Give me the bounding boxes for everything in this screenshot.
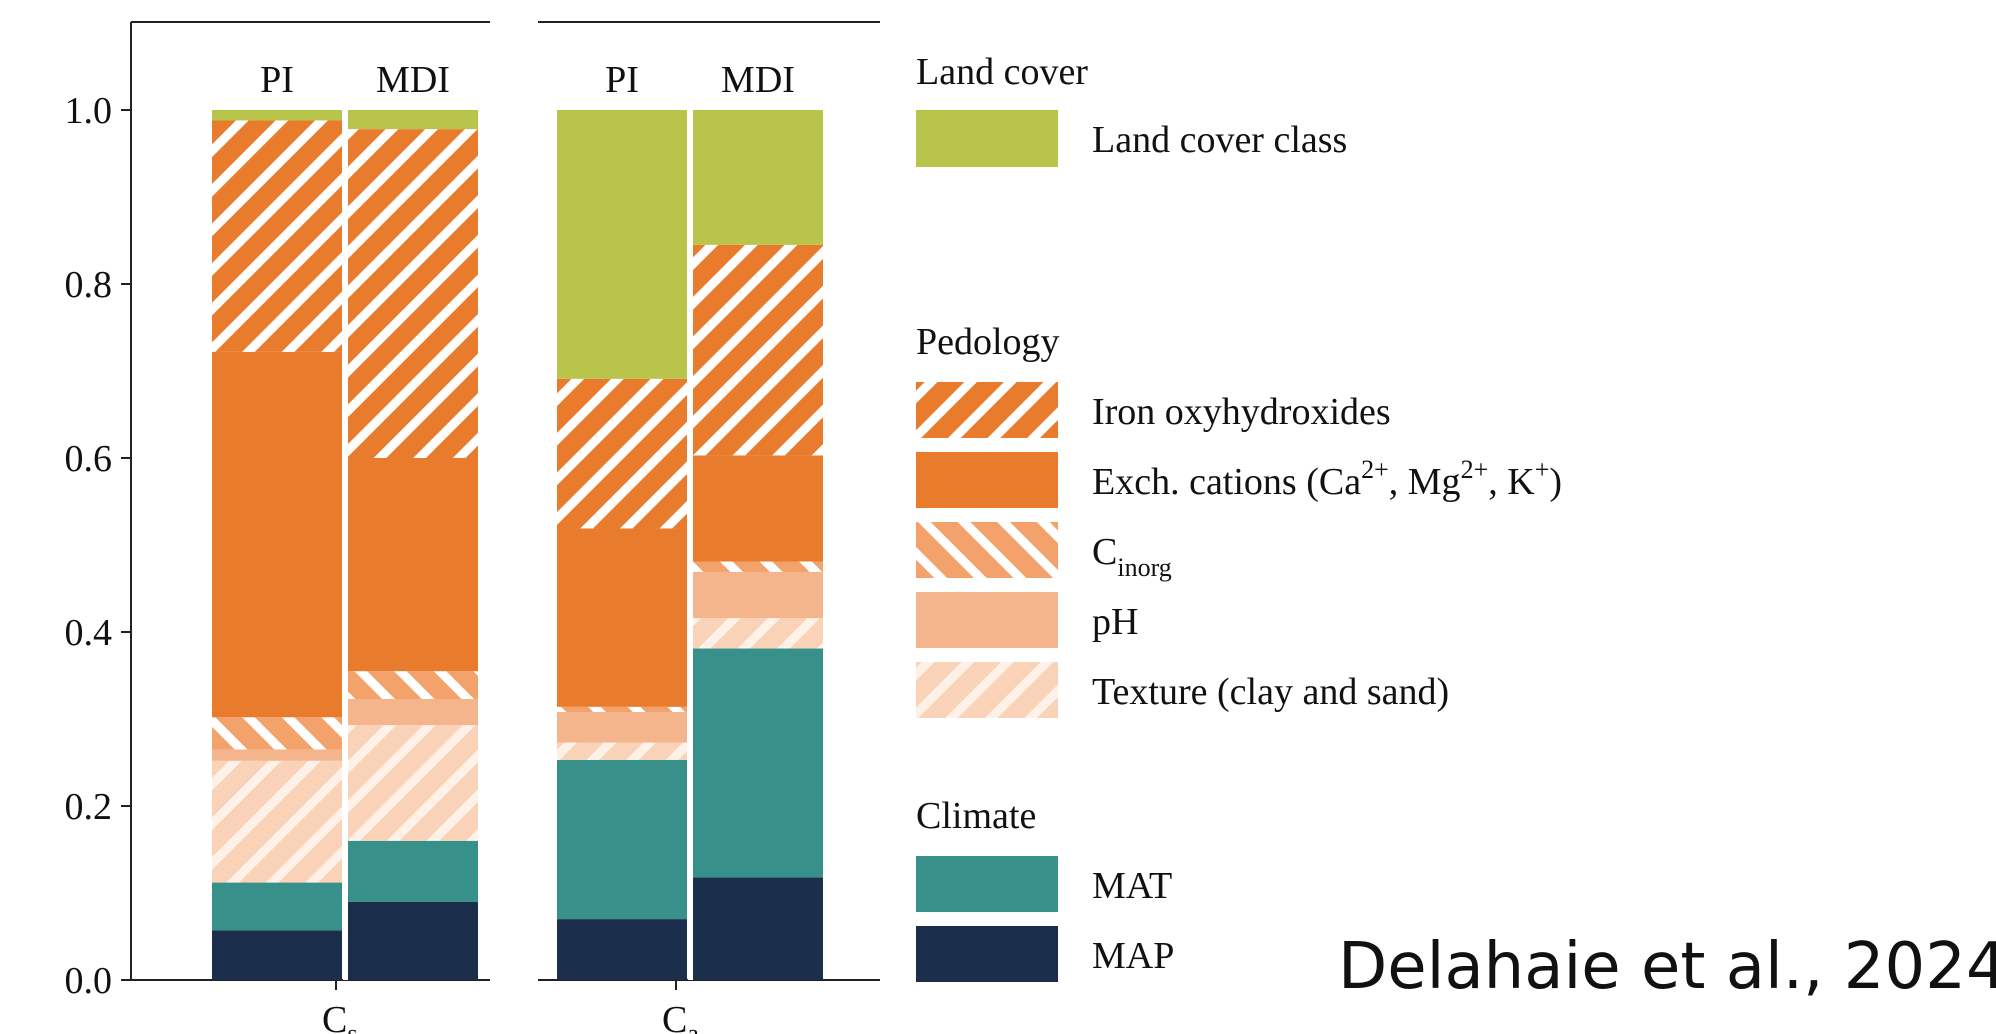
- legend-label-map: MAP: [1092, 935, 1174, 977]
- y-tick-label: 0.6: [65, 438, 113, 480]
- category-label-pi: PI: [605, 59, 639, 101]
- legend-label-land-cover-class: Land cover class: [1092, 119, 1347, 161]
- panel-x-label: Ca: [662, 999, 699, 1034]
- bar-segment-map: [348, 901, 478, 980]
- bar-segment-exch-cations-ca2-mg2-k: [348, 458, 478, 672]
- bar-gap: [688, 108, 693, 980]
- bar-segment-ph: [348, 698, 478, 726]
- bar-segment-land-cover-class: [693, 110, 823, 245]
- bar-segment-map: [212, 930, 342, 980]
- panel-x-label: Cs: [322, 999, 357, 1034]
- bar-segment-map: [693, 877, 823, 980]
- bar-segment-mat: [212, 882, 342, 931]
- bar-segment-texture-clay-and-sand: [693, 618, 823, 649]
- bar-segment-exch-cations-ca2-mg2-k: [557, 528, 687, 707]
- y-tick-label: 0.8: [65, 264, 113, 306]
- y-tick-label: 0.0: [65, 960, 113, 1002]
- legend: Land cover Land cover class Pedology Iro…: [916, 51, 1562, 982]
- legend-group-land-cover: Land cover: [916, 51, 1088, 93]
- bar-segment-texture-clay-and-sand: [212, 760, 342, 883]
- legend-swatch-map: [916, 926, 1058, 982]
- bar-segment-land-cover-class: [348, 110, 478, 130]
- category-labels: PI MDI PI MDI: [260, 59, 795, 101]
- y-tick-label: 0.4: [65, 612, 113, 654]
- y-tick-label: 1.0: [65, 90, 113, 132]
- bar-segment-iron-oxyhydroxides: [212, 120, 342, 352]
- legend-label-iron-oxyhydroxides: Iron oxyhydroxides: [1092, 391, 1391, 433]
- bar-segment-cinorg: [212, 717, 342, 750]
- bar-segment-texture-clay-and-sand: [557, 742, 687, 760]
- bar-segment-iron-oxyhydroxides: [557, 378, 687, 529]
- legend-group-climate: Climate: [916, 795, 1036, 837]
- category-label-mdi: MDI: [376, 59, 450, 101]
- legend-swatch-exch-cations: [916, 452, 1058, 508]
- legend-swatch-texture: [916, 662, 1058, 718]
- panel-x-labels: Cs Ca: [322, 980, 699, 1034]
- citation-text: Delahaie et al., 2024: [1338, 930, 1996, 1004]
- bar-segment-exch-cations-ca2-mg2-k: [212, 351, 342, 718]
- legend-swatch-mat: [916, 856, 1058, 912]
- bars-layer: [212, 108, 823, 980]
- y-tick-label: 0.2: [65, 786, 113, 828]
- category-label-mdi: MDI: [721, 59, 795, 101]
- bar-segment-ph: [212, 749, 342, 761]
- legend-swatch-cinorg: [916, 522, 1058, 578]
- bar-segment-map: [557, 919, 687, 980]
- bar-segment-ph: [557, 712, 687, 743]
- bar-segment-cinorg: [693, 561, 823, 572]
- bar-segment-mat: [557, 759, 687, 920]
- bar-segment-ph: [693, 571, 823, 619]
- legend-group-pedology: Pedology: [916, 321, 1060, 363]
- legend-swatch-land-cover-class: [916, 110, 1058, 167]
- bar-segment-mat: [693, 648, 823, 878]
- legend-swatch-iron-oxyhydroxides: [916, 382, 1058, 438]
- legend-label-ph: pH: [1092, 601, 1138, 643]
- bar-segment-cinorg: [557, 706, 687, 713]
- bar-segment-mat: [348, 840, 478, 902]
- bar-segment-land-cover-class: [557, 110, 687, 379]
- bar-segment-texture-clay-and-sand: [348, 725, 478, 841]
- bar-segment-land-cover-class: [212, 110, 342, 121]
- legend-label-cinorg: Cinorg: [1092, 531, 1172, 582]
- y-axis-ticks: 0.0 0.2 0.4 0.6 0.8 1.0: [65, 90, 131, 1002]
- legend-label-texture: Texture (clay and sand): [1092, 671, 1449, 713]
- bar-segment-exch-cations-ca2-mg2-k: [693, 455, 823, 562]
- legend-swatch-ph: [916, 592, 1058, 648]
- legend-label-exch-cations: Exch. cations (Ca2+, Mg2+, K+): [1092, 455, 1562, 503]
- bar-gap: [343, 108, 348, 980]
- bar-segment-iron-oxyhydroxides: [693, 244, 823, 456]
- category-label-pi: PI: [260, 59, 294, 101]
- legend-label-mat: MAT: [1092, 865, 1172, 907]
- bar-segment-cinorg: [348, 671, 478, 699]
- bar-segment-iron-oxyhydroxides: [348, 129, 478, 458]
